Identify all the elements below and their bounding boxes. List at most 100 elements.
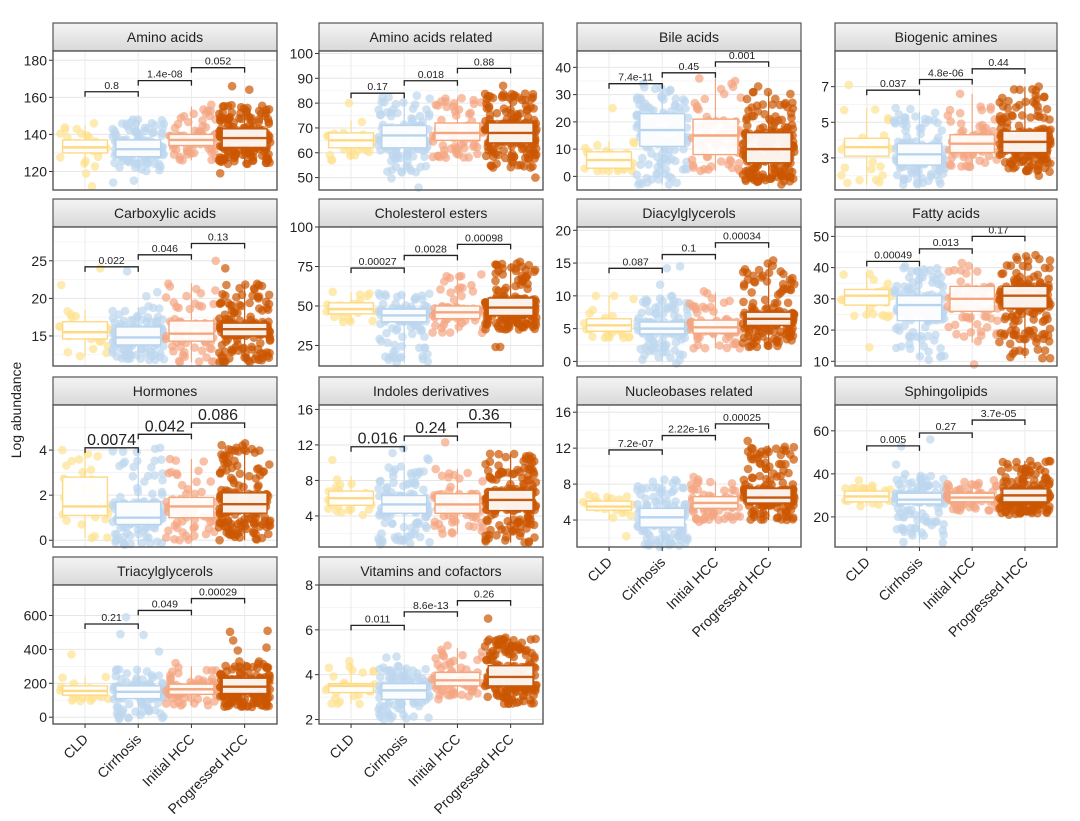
- data-point: [497, 525, 506, 534]
- box-cirrhosis: [115, 501, 162, 526]
- data-point: [749, 111, 758, 121]
- data-point: [843, 178, 852, 188]
- data-point: [996, 329, 1005, 338]
- data-point: [125, 125, 134, 135]
- facet-title: Indoles derivatives: [373, 383, 489, 399]
- data-point: [1009, 330, 1018, 340]
- data-point: [215, 169, 225, 178]
- data-point: [254, 304, 264, 313]
- data-point: [141, 524, 150, 533]
- p-value-label: 1.4e-08: [147, 69, 183, 81]
- p-value-label: 0.087: [622, 256, 648, 268]
- data-point: [956, 277, 965, 286]
- data-point: [233, 340, 242, 349]
- data-point: [168, 342, 177, 351]
- data-point: [125, 531, 135, 540]
- data-point: [1015, 85, 1024, 94]
- data-point: [1045, 256, 1055, 265]
- data-point: [392, 162, 401, 172]
- data-point: [996, 117, 1006, 127]
- data-point: [629, 137, 638, 147]
- data-point: [178, 528, 188, 537]
- data-point: [194, 466, 203, 476]
- data-point: [945, 160, 955, 169]
- data-point: [609, 291, 619, 301]
- data-point: [933, 269, 943, 279]
- y-tick-label: 25: [297, 337, 313, 353]
- data-point: [122, 267, 132, 276]
- data-point: [706, 302, 715, 312]
- p-value-label: 7.4e-11: [618, 72, 653, 84]
- data-point: [746, 173, 755, 183]
- data-point: [418, 117, 428, 126]
- data-point: [140, 126, 150, 136]
- data-point: [743, 275, 753, 284]
- p-value-label: 0.17: [988, 224, 1009, 236]
- data-point: [700, 343, 710, 353]
- data-point: [900, 113, 910, 122]
- data-point: [63, 307, 72, 316]
- y-tick-label: 12: [297, 437, 313, 453]
- data-point: [395, 153, 405, 163]
- data-point: [142, 166, 151, 176]
- data-point: [1045, 263, 1054, 273]
- data-point: [241, 108, 251, 117]
- data-point: [457, 291, 466, 301]
- data-point: [264, 521, 274, 530]
- data-point: [1012, 268, 1021, 278]
- data-point: [1040, 92, 1049, 102]
- data-point: [1038, 353, 1047, 363]
- data-point: [399, 444, 408, 453]
- data-point: [411, 292, 421, 302]
- data-point: [491, 269, 501, 278]
- y-tick-label: 100: [290, 219, 314, 235]
- data-point: [936, 344, 945, 353]
- data-point: [1028, 85, 1037, 94]
- data-point: [666, 353, 675, 363]
- data-point: [244, 471, 254, 481]
- data-point: [161, 293, 171, 302]
- data-point: [636, 95, 646, 105]
- data-point: [440, 438, 450, 447]
- data-point: [137, 315, 147, 324]
- data-point: [467, 280, 476, 290]
- data-point: [399, 98, 408, 107]
- data-point: [81, 169, 91, 178]
- data-point: [905, 331, 914, 341]
- data-point: [950, 265, 959, 275]
- facet-title: Cholesterol esters: [375, 205, 488, 221]
- data-point: [142, 291, 151, 301]
- data-point: [171, 456, 181, 465]
- data-point: [119, 538, 128, 547]
- data-point: [129, 176, 139, 185]
- y-tick-label: 120: [24, 163, 48, 179]
- data-point: [167, 467, 176, 477]
- data-point: [731, 337, 740, 347]
- data-point: [1005, 339, 1015, 349]
- data-point: [675, 350, 684, 359]
- data-point: [215, 535, 224, 545]
- data-point: [895, 326, 904, 335]
- data-point: [111, 537, 120, 547]
- data-point: [924, 115, 934, 125]
- data-point: [357, 117, 367, 127]
- data-point: [228, 301, 237, 310]
- p-value-label: 0.042: [145, 418, 185, 435]
- data-point: [388, 448, 397, 458]
- data-point: [451, 146, 461, 156]
- data-point: [515, 523, 525, 532]
- data-point: [995, 337, 1004, 347]
- data-point: [355, 290, 365, 299]
- data-point: [666, 292, 676, 302]
- y-tick-label: 7: [821, 79, 829, 95]
- data-point: [1040, 163, 1050, 173]
- data-point: [422, 105, 431, 114]
- data-point: [662, 263, 672, 273]
- data-point: [78, 467, 87, 477]
- y-tick-label: 0: [563, 353, 571, 369]
- data-point: [469, 522, 479, 531]
- data-point: [1034, 106, 1043, 116]
- data-point: [376, 110, 385, 120]
- data-point: [652, 152, 662, 162]
